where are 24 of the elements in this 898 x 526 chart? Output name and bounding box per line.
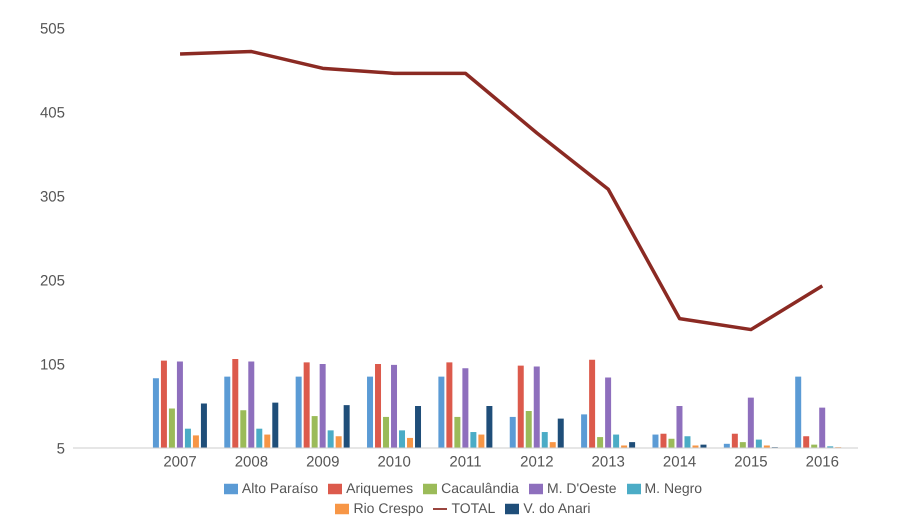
legend-label: Rio Crespo	[353, 500, 424, 516]
legend-label: Alto Paraíso	[242, 480, 318, 496]
legend-label: M. Negro	[644, 480, 702, 496]
legend-label: V. do Anari	[523, 500, 591, 516]
x-tick-label: 2013	[592, 454, 625, 471]
y-tick-label: 405	[40, 104, 65, 122]
x-tick-label: 2011	[449, 454, 482, 471]
legend-label: Cacaulândia	[441, 480, 519, 496]
legend-label: Ariquemes	[346, 480, 414, 496]
y-tick-label: 105	[40, 356, 65, 374]
x-tick-label: 2016	[806, 454, 840, 471]
x-tick-label: 2015	[734, 454, 768, 471]
x-tick-label: 2008	[234, 454, 268, 471]
y-tick-label: 505	[40, 20, 65, 38]
x-tick-label: 2007	[163, 454, 197, 471]
x-tick-label: 2009	[306, 454, 340, 471]
legend-label: M. D'Oeste	[546, 480, 617, 496]
y-tick-label: 5	[56, 440, 65, 458]
x-tick-label: 2010	[377, 454, 411, 471]
y-tick-label: 305	[40, 188, 65, 206]
y-tick-label: 205	[40, 272, 65, 290]
legend-label: TOTAL	[451, 500, 496, 516]
x-tick-label: 2014	[662, 454, 696, 471]
x-tick-label: 2012	[520, 454, 554, 471]
